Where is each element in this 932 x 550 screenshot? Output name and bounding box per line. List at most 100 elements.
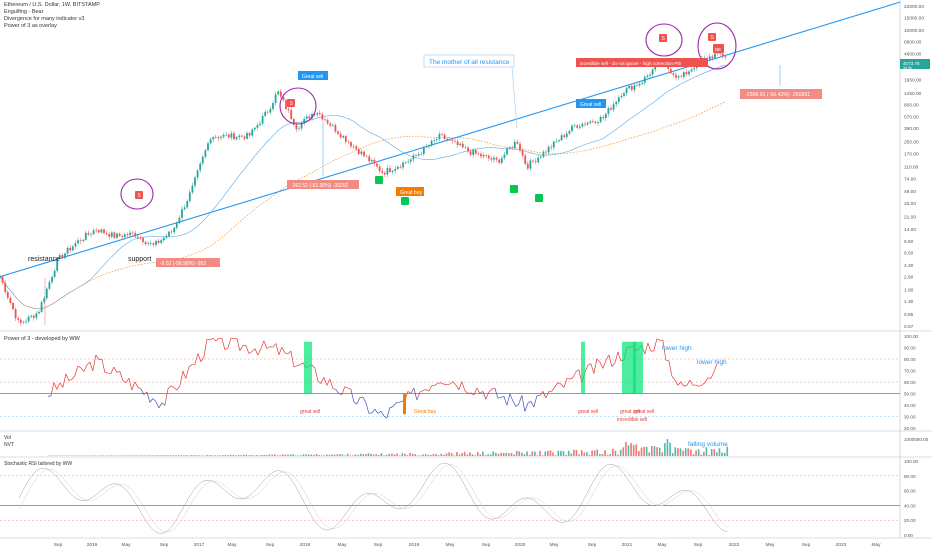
power3-line (314, 368, 319, 381)
candle-body (342, 136, 345, 138)
volume-bar (656, 447, 658, 456)
volume-bar (92, 455, 94, 456)
power3-line (539, 391, 544, 396)
power3-line (686, 379, 691, 386)
candle-body (256, 124, 259, 128)
volume-bar (591, 450, 593, 456)
candle-body (162, 237, 165, 241)
candle-body (573, 125, 576, 127)
price-tick: 74.00 (904, 177, 916, 183)
volume-bar (281, 454, 284, 456)
candle-body (685, 72, 688, 75)
sell-marker (659, 34, 667, 42)
volume-bar (162, 455, 164, 456)
power3-line (599, 361, 604, 369)
volume-bar (557, 450, 560, 456)
time-tick: Sep (802, 542, 811, 548)
candle-body (108, 234, 111, 237)
volume-bar (695, 450, 697, 456)
power3-line (200, 357, 205, 362)
volume-bar (508, 453, 510, 456)
volume-bar (404, 453, 406, 456)
candle-body (347, 141, 350, 143)
volume-bar (500, 452, 502, 456)
candle-body (677, 76, 680, 78)
power3-line (227, 338, 232, 349)
volume-bar (710, 448, 713, 456)
candle-body (290, 110, 293, 120)
volume-bar (635, 444, 638, 456)
volume-bar (513, 454, 515, 456)
candle-body (368, 156, 371, 162)
power3-line (461, 381, 466, 391)
volume-bar (487, 454, 489, 456)
power3-line (122, 380, 127, 384)
power3-line (128, 378, 133, 391)
candle-body (199, 163, 202, 171)
candle-body (131, 232, 134, 234)
volume-bar (250, 454, 253, 456)
volume-bar (323, 455, 326, 456)
ma-dotted-line (0, 101, 726, 310)
power3-line (269, 346, 273, 348)
power3-line (329, 379, 334, 389)
candle-body (14, 309, 17, 319)
power3-line (134, 381, 139, 388)
volume-bar (471, 454, 474, 456)
volume-bar (599, 454, 601, 456)
price-tick: 14.00 (904, 227, 916, 233)
volume-bar (123, 455, 125, 456)
time-tick: 2021 (622, 542, 633, 548)
power3-line (470, 392, 475, 396)
price-tick: 6.50 (904, 250, 914, 256)
candle-body (58, 255, 61, 259)
power3-line (416, 392, 421, 401)
price-tick: 15000.00 (904, 16, 924, 22)
candle-body (383, 172, 386, 175)
power3-line (647, 342, 652, 352)
highlight-circle (120, 178, 154, 210)
candle-body (243, 136, 246, 139)
candle-body (6, 292, 9, 298)
price-tick: 4.30 (904, 263, 914, 269)
volume-bar (253, 455, 255, 456)
volume-bar (679, 448, 682, 456)
candle-body (105, 233, 108, 235)
candle-body (617, 97, 620, 102)
candle-body (680, 76, 683, 77)
volume-bar (521, 452, 523, 456)
volume-bar (495, 452, 497, 456)
candle-body (100, 229, 103, 233)
price-tick: 1250.00 (904, 91, 922, 97)
power3-line (146, 391, 151, 403)
candle-body (355, 146, 358, 150)
great-buy-box (396, 187, 424, 196)
power3-line (491, 387, 495, 390)
power3-line (569, 377, 574, 380)
candle-body (391, 170, 394, 172)
volume-bar (328, 454, 331, 456)
power3-line (656, 338, 661, 341)
candle-body (508, 147, 511, 149)
volume-bar (630, 443, 632, 456)
candle-body (599, 116, 602, 123)
candle-body (274, 94, 277, 104)
volume-bar (341, 454, 344, 456)
candle-body (399, 166, 402, 168)
volume-bar (578, 454, 580, 456)
power3-line (137, 386, 142, 390)
power3-line (521, 395, 526, 412)
power3-line (380, 410, 385, 417)
candle-body (38, 311, 40, 314)
volume-bar (575, 449, 578, 456)
candle-body (493, 157, 495, 160)
candle-body (113, 232, 116, 238)
volume-bar (211, 455, 214, 456)
candle-body (181, 209, 183, 218)
power3-line (56, 382, 61, 390)
volume-bar (479, 454, 482, 456)
candle-body (415, 155, 417, 156)
candle-body (721, 53, 724, 57)
candle-body (469, 151, 472, 155)
